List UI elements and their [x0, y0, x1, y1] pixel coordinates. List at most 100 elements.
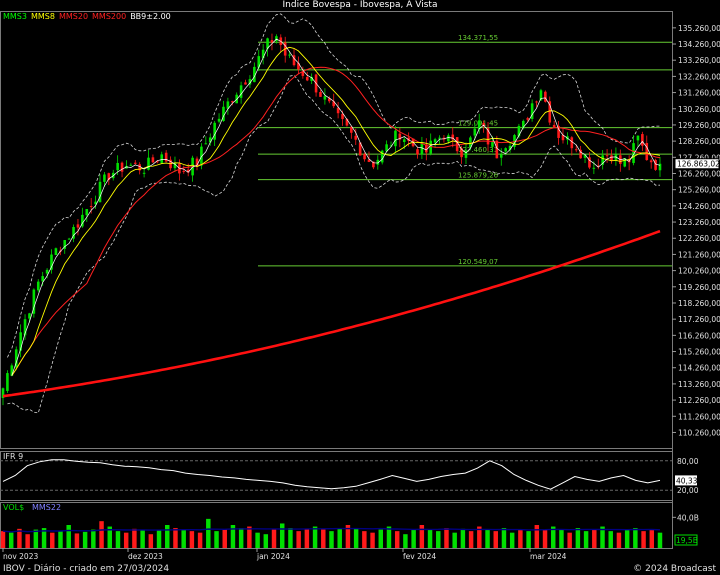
volume-bar — [279, 523, 285, 548]
volume-bar — [419, 525, 425, 548]
volume-bar — [107, 526, 112, 548]
candle-body — [292, 55, 296, 66]
candle-body — [477, 120, 481, 130]
volume-bar — [189, 531, 195, 548]
price-tick-label: 115.260,00 — [678, 348, 720, 357]
volume-bar — [436, 531, 441, 548]
candle-body — [601, 155, 604, 165]
price-tick-label: 123.260,00 — [678, 218, 720, 227]
candle-body — [394, 130, 397, 147]
candle-body — [416, 149, 419, 155]
candle-body — [548, 101, 552, 123]
ma8-line — [11, 46, 661, 376]
volume-bar — [509, 532, 515, 548]
candle-body — [495, 140, 499, 159]
candle-body — [6, 373, 9, 391]
volume-tick-label: 40,0B — [677, 513, 699, 522]
volume-bar — [173, 528, 178, 548]
volume-bar — [156, 530, 162, 548]
candle-body — [248, 79, 252, 85]
volume-bar — [206, 518, 211, 548]
last-price-box — [674, 158, 720, 170]
candle-body — [367, 159, 371, 162]
bollinger-upper — [7, 13, 660, 358]
candle-body — [72, 226, 75, 239]
x-tick-label: fev 2024 — [403, 552, 436, 561]
candle-body — [407, 137, 410, 141]
volume-bar — [394, 531, 400, 548]
candle-body — [455, 137, 459, 152]
candle-body — [208, 137, 212, 143]
candle-body — [420, 143, 424, 155]
volume-bar — [551, 526, 556, 548]
candle-body — [610, 155, 613, 161]
volume-bar — [8, 532, 14, 548]
last-price-label: 126.863,02 — [677, 160, 720, 169]
candle-body — [116, 162, 119, 171]
ifr-tick-label: 80,00 — [677, 457, 699, 466]
price-tick-label: 127.260,00 — [678, 153, 720, 162]
price-tick-label: 118.260,00 — [678, 299, 720, 308]
candle-body — [579, 149, 582, 159]
volume-bar — [600, 526, 605, 548]
volume-bar — [353, 528, 359, 548]
volume-bar — [493, 531, 498, 548]
candle-body — [226, 101, 230, 109]
volume-last-box — [674, 534, 698, 546]
volume-bar — [362, 531, 367, 548]
candle-body — [583, 154, 587, 158]
candle-body — [156, 161, 159, 163]
candle-body — [649, 160, 653, 163]
candle-body — [310, 77, 313, 81]
volume-bar — [132, 528, 137, 548]
price-tick-label: 134.260,00 — [678, 40, 720, 49]
volume-bar — [518, 529, 523, 548]
candle-body — [530, 103, 534, 119]
volume-bar — [296, 531, 301, 548]
volume-bar — [477, 526, 482, 548]
price-tick-label: 124.260,00 — [678, 202, 720, 211]
volume-bar — [468, 531, 474, 548]
ma20-line — [11, 66, 661, 376]
candle-body — [107, 173, 111, 180]
candle-body — [81, 214, 84, 227]
candle-body — [147, 157, 150, 170]
price-tick-label: 133.260,00 — [678, 56, 720, 65]
candle-body — [499, 154, 503, 158]
candle-body — [389, 145, 393, 147]
candle-body — [341, 113, 344, 120]
volume-bar — [123, 532, 129, 548]
price-tick-label: 135.260,00 — [678, 24, 720, 33]
volume-bar — [329, 531, 334, 548]
legend-item: MMS3 — [3, 12, 27, 21]
volume-bar — [616, 532, 622, 548]
volume-bar — [575, 528, 581, 548]
volume-bar — [378, 529, 384, 548]
price-tick-label: 120.260,00 — [678, 267, 720, 276]
candle-body — [54, 248, 58, 256]
candle-body — [539, 90, 543, 101]
volume-bar — [460, 528, 466, 548]
status-footer: IBOV - Diário - criado em 27/03/2024 © 2… — [0, 563, 720, 575]
candle-body — [350, 126, 353, 133]
volume-bar — [534, 525, 540, 548]
volume-bar — [427, 529, 433, 548]
volume-bar — [181, 529, 186, 548]
candle-body — [142, 172, 146, 174]
candle-body — [535, 101, 538, 103]
volume-bar — [592, 529, 597, 548]
candle-body — [257, 56, 261, 68]
candle-body — [380, 150, 384, 163]
volume-bar — [345, 525, 351, 548]
candle-body — [332, 101, 336, 107]
volume-bar — [501, 528, 507, 548]
candle-body — [50, 254, 53, 270]
volume-bar — [337, 528, 342, 548]
candle-body — [10, 365, 14, 376]
volume-bar — [526, 531, 531, 548]
candle-body — [32, 289, 36, 314]
candle-body — [222, 106, 225, 121]
candle-body — [491, 142, 494, 147]
candle-body — [23, 319, 27, 336]
